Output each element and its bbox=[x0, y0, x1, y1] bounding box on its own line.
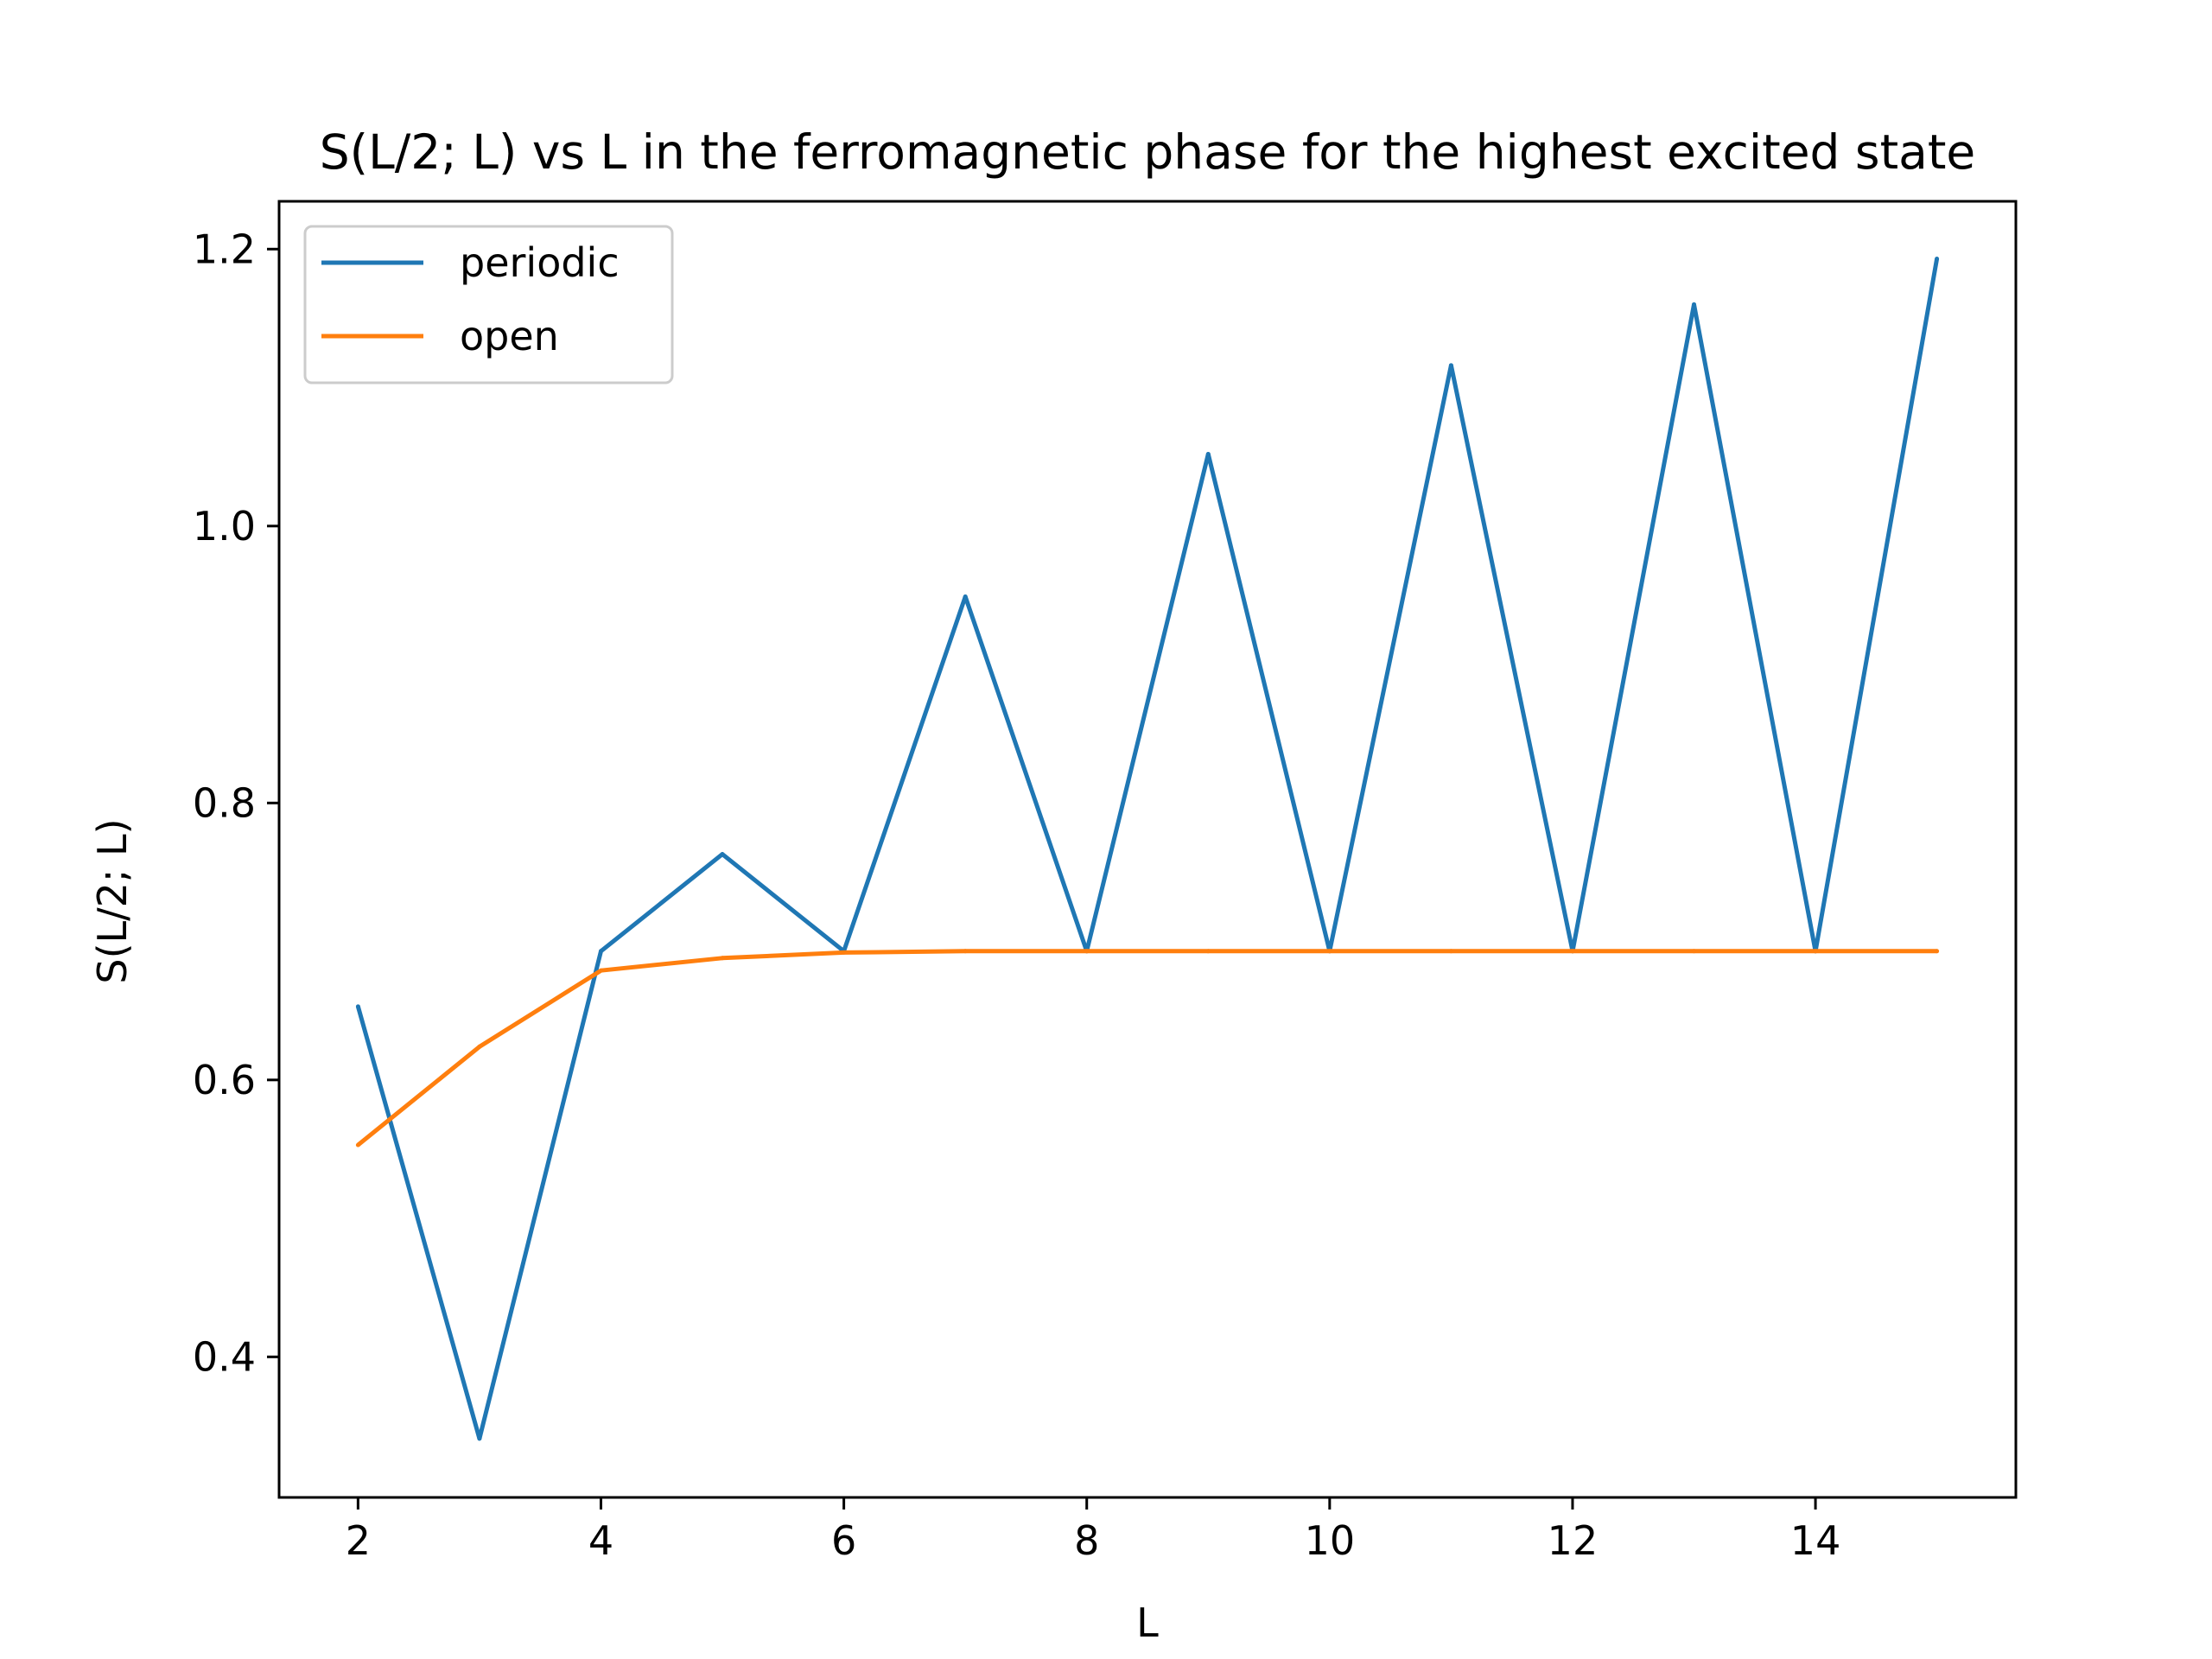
y-tick-label: 1.2 bbox=[193, 226, 256, 272]
x-tick-label: 14 bbox=[1790, 1517, 1841, 1564]
series-line-open bbox=[356, 949, 1937, 1147]
x-tick-label: 8 bbox=[1074, 1517, 1099, 1564]
x-tick-label: 12 bbox=[1548, 1517, 1599, 1564]
y-tick-label: 0.8 bbox=[193, 779, 256, 826]
legend-box bbox=[303, 225, 674, 385]
x-axis: 2 4 6 8 10 12 14 bbox=[346, 1497, 1841, 1564]
data-point-open bbox=[1935, 949, 1940, 954]
x-tick-label: 4 bbox=[588, 1517, 613, 1564]
y-axis-label: S(L/2; L) bbox=[89, 818, 136, 983]
y-tick-label: 0.4 bbox=[193, 1333, 256, 1380]
y-tick-label: 1.0 bbox=[193, 503, 256, 550]
x-axis-label: L bbox=[1136, 1599, 1159, 1646]
legend-label-open: open bbox=[460, 313, 559, 359]
axes-frame bbox=[277, 200, 2018, 1499]
data-point-open bbox=[1570, 949, 1575, 954]
data-point-open bbox=[477, 1044, 482, 1049]
plot-area bbox=[277, 200, 2018, 1499]
data-point-open bbox=[1813, 949, 1818, 954]
x-tick-label: 6 bbox=[831, 1517, 856, 1564]
chart-title: S(L/2; L) vs L in the ferromagnetic phas… bbox=[320, 124, 1976, 180]
data-point-periodic bbox=[477, 1436, 482, 1441]
y-axis: 0.4 0.6 0.8 1.0 1.2 bbox=[193, 226, 279, 1380]
series-line-periodic bbox=[355, 258, 1940, 1441]
data-point-periodic bbox=[1692, 302, 1696, 307]
data-point-periodic bbox=[355, 1004, 360, 1009]
legend-label-periodic: periodic bbox=[460, 239, 620, 286]
data-point-open bbox=[720, 956, 725, 961]
data-point-periodic bbox=[1448, 363, 1453, 368]
data-point-open bbox=[1327, 949, 1332, 954]
y-tick-label: 0.6 bbox=[193, 1057, 256, 1103]
data-point-open bbox=[963, 949, 968, 954]
legend: periodic open bbox=[303, 225, 674, 385]
data-point-periodic bbox=[963, 594, 968, 599]
x-tick-label: 10 bbox=[1305, 1517, 1356, 1564]
data-point-periodic bbox=[720, 852, 725, 857]
data-point-periodic bbox=[1935, 257, 1940, 261]
data-point-open bbox=[1084, 949, 1090, 954]
data-point-periodic bbox=[599, 949, 603, 954]
data-point-open bbox=[599, 968, 603, 973]
data-point-open bbox=[1692, 949, 1696, 954]
data-point-open bbox=[842, 950, 847, 955]
data-point-open bbox=[1448, 949, 1453, 954]
data-point-periodic bbox=[1205, 452, 1211, 456]
data-point-open bbox=[1205, 949, 1211, 954]
x-tick-label: 2 bbox=[346, 1517, 371, 1564]
data-point-open bbox=[355, 1142, 360, 1147]
series-layer bbox=[355, 257, 1940, 1441]
